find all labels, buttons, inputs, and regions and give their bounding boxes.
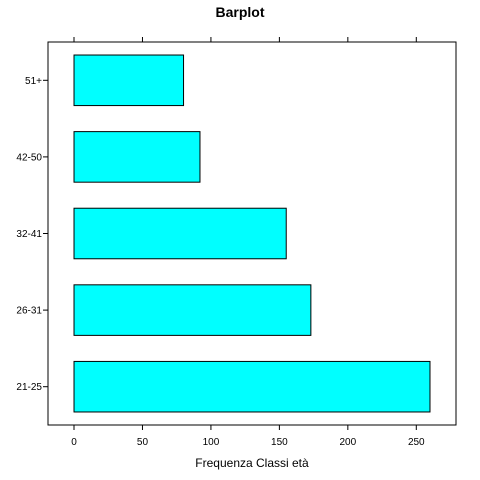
chart-title: Barplot bbox=[215, 4, 265, 20]
x-tick-label: 200 bbox=[339, 437, 356, 448]
bar-32-41 bbox=[73, 207, 287, 260]
bar-42-50 bbox=[73, 131, 201, 183]
y-tick-label: 51+ bbox=[25, 76, 42, 87]
bars-group bbox=[73, 54, 431, 413]
x-tick-label: 250 bbox=[408, 437, 425, 448]
y-tick-label: 26-31 bbox=[16, 306, 42, 317]
x-tick-label: 100 bbox=[203, 437, 220, 448]
y-tick-label: 32-41 bbox=[16, 229, 42, 240]
x-tick-label: 50 bbox=[137, 437, 149, 448]
x-tick-label: 150 bbox=[271, 437, 288, 448]
y-tick-label: 21-25 bbox=[16, 382, 42, 393]
bar-21-25 bbox=[73, 360, 431, 413]
y-axis: 21-25 26-31 32-41 42-50 51+ bbox=[16, 76, 48, 393]
bar-26-31 bbox=[73, 284, 312, 336]
y-tick-label: 42-50 bbox=[16, 152, 42, 163]
x-axis-label: Frequenza Classi età bbox=[195, 456, 309, 470]
bar-51+ bbox=[73, 54, 185, 107]
x-axis: 0 50 100 150 200 250 bbox=[71, 37, 425, 448]
x-tick-label: 0 bbox=[71, 437, 77, 448]
